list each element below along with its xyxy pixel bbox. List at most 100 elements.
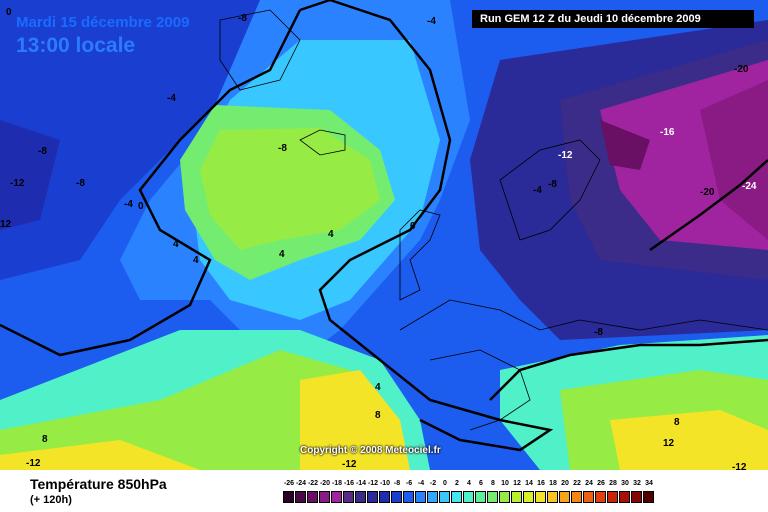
legend-tick-label: 28 xyxy=(609,480,617,487)
legend-color-swatch xyxy=(283,491,294,503)
legend-tick-label: 10 xyxy=(501,480,509,487)
zero-isotherm-west xyxy=(0,0,331,357)
light-green-region-atlantic xyxy=(200,128,380,250)
contour-label: -12 xyxy=(558,150,573,161)
legend-color-swatch xyxy=(559,491,570,503)
contour-label: -8 xyxy=(594,327,603,338)
legend-color-swatch xyxy=(451,491,462,503)
cold-region-west xyxy=(0,0,260,280)
contour-label: 4 xyxy=(328,229,334,240)
yellow-region-far-southwest xyxy=(0,440,200,470)
coldest-region-north xyxy=(600,120,650,170)
legend-color-swatch xyxy=(607,491,618,503)
legend-color-swatch xyxy=(535,491,546,503)
continental-coastline xyxy=(399,299,768,331)
contour-label: -20 xyxy=(734,64,749,75)
contour-label: -4 xyxy=(167,93,176,104)
contour-label: -8 xyxy=(38,146,47,157)
contour-label: 12 xyxy=(0,219,12,230)
legend-tick-label: 24 xyxy=(585,480,593,487)
legend-tick-label: -10 xyxy=(379,480,391,487)
contour-label: 4 xyxy=(279,249,285,260)
legend-color-swatch xyxy=(331,491,342,503)
scandinavia-coastline xyxy=(499,139,601,241)
legend-color-swatch xyxy=(547,491,558,503)
contour-label: -12 xyxy=(26,458,41,469)
legend-color-swatch xyxy=(307,491,318,503)
legend-color-swatch xyxy=(391,491,402,503)
contour-label: -8 xyxy=(548,179,557,190)
legend-tick-label: -12 xyxy=(367,480,379,487)
legend-tick-label: 6 xyxy=(479,480,483,487)
minus-twenty-isotherm xyxy=(649,159,768,252)
legend-color-swatch xyxy=(463,491,474,503)
legend-color-swatch xyxy=(499,491,510,503)
legend-tick-label: 32 xyxy=(633,480,641,487)
legend-color-swatch xyxy=(415,491,426,503)
contour-label: 0 xyxy=(6,7,12,18)
contour-label: -4 xyxy=(533,185,542,196)
contour-label: -4 xyxy=(124,199,133,210)
legend-color-swatch xyxy=(475,491,486,503)
legend-color-swatch xyxy=(511,491,522,503)
contour-label: -8 xyxy=(238,13,247,24)
legend-color-swatch xyxy=(583,491,594,503)
yellow-region-southwest xyxy=(300,370,410,470)
legend-color-swatch xyxy=(595,491,606,503)
colder-region-west xyxy=(0,120,60,230)
legend-tick-label: -16 xyxy=(343,480,355,487)
legend-color-swatch xyxy=(355,491,366,503)
legend-tick-label: 18 xyxy=(549,480,557,487)
legend-tick-label: -26 xyxy=(283,480,295,487)
legend-tick-label: -6 xyxy=(405,480,413,487)
legend-tick-label: 16 xyxy=(537,480,545,487)
legend-tick-label: -2 xyxy=(429,480,437,487)
legend-color-scale xyxy=(283,491,655,503)
legend-color-swatch xyxy=(379,491,390,503)
legend-tick-label: -20 xyxy=(319,480,331,487)
legend-tick-label: 22 xyxy=(573,480,581,487)
legend-color-swatch xyxy=(571,491,582,503)
variable-title: Température 850hPa xyxy=(30,476,167,492)
legend-ticks: -26 -24 -22 -20 -18 -16 -14 -12 -10 -8 -6 -4 -2 0 2 4 6 8… xyxy=(283,480,743,490)
legend-tick-label: -18 xyxy=(331,480,343,487)
contour-label: -8 xyxy=(76,178,85,189)
contour-label: 0 xyxy=(410,221,416,232)
copyright-notice: Copyright © 2008 Meteociel.fr xyxy=(300,445,441,456)
iberia-coastline xyxy=(429,349,531,431)
forecast-date: Mardi 15 décembre 2009 xyxy=(16,14,190,31)
legend-color-swatch xyxy=(643,491,654,503)
contour-label: -12 xyxy=(732,462,747,473)
zero-isotherm-southeast xyxy=(489,338,768,401)
legend-color-swatch xyxy=(295,491,306,503)
legend-color-swatch xyxy=(427,491,438,503)
legend-tick-label: -8 xyxy=(393,480,401,487)
yellow-region-southeast xyxy=(610,410,768,470)
legend-color-swatch xyxy=(487,491,498,503)
legend-tick-label: 34 xyxy=(645,480,653,487)
iceland-coastline xyxy=(299,129,346,156)
legend-color-swatch xyxy=(631,491,642,503)
legend-color-swatch xyxy=(367,491,378,503)
legend-tick-label: -4 xyxy=(417,480,425,487)
greenland-coastline xyxy=(219,9,301,91)
legend-tick-label: 20 xyxy=(561,480,569,487)
legend-tick-label: -22 xyxy=(307,480,319,487)
contour-label: 8 xyxy=(674,417,680,428)
map-canvas xyxy=(0,0,768,470)
contour-label: 12 xyxy=(663,438,675,449)
legend-color-swatch xyxy=(319,491,330,503)
contour-label: 4 xyxy=(375,382,381,393)
legend-color-swatch xyxy=(523,491,534,503)
coldest-region-east xyxy=(700,80,768,240)
legend-color-swatch xyxy=(619,491,630,503)
legend-tick-label: -14 xyxy=(355,480,367,487)
legend-color-swatch xyxy=(403,491,414,503)
contour-label: -24 xyxy=(742,181,757,192)
contour-label: -20 xyxy=(700,187,715,198)
legend-tick-label: 12 xyxy=(513,480,521,487)
legend-tick-label: 14 xyxy=(525,480,533,487)
zero-isotherm-center xyxy=(318,0,554,452)
temperature-map xyxy=(0,0,768,470)
